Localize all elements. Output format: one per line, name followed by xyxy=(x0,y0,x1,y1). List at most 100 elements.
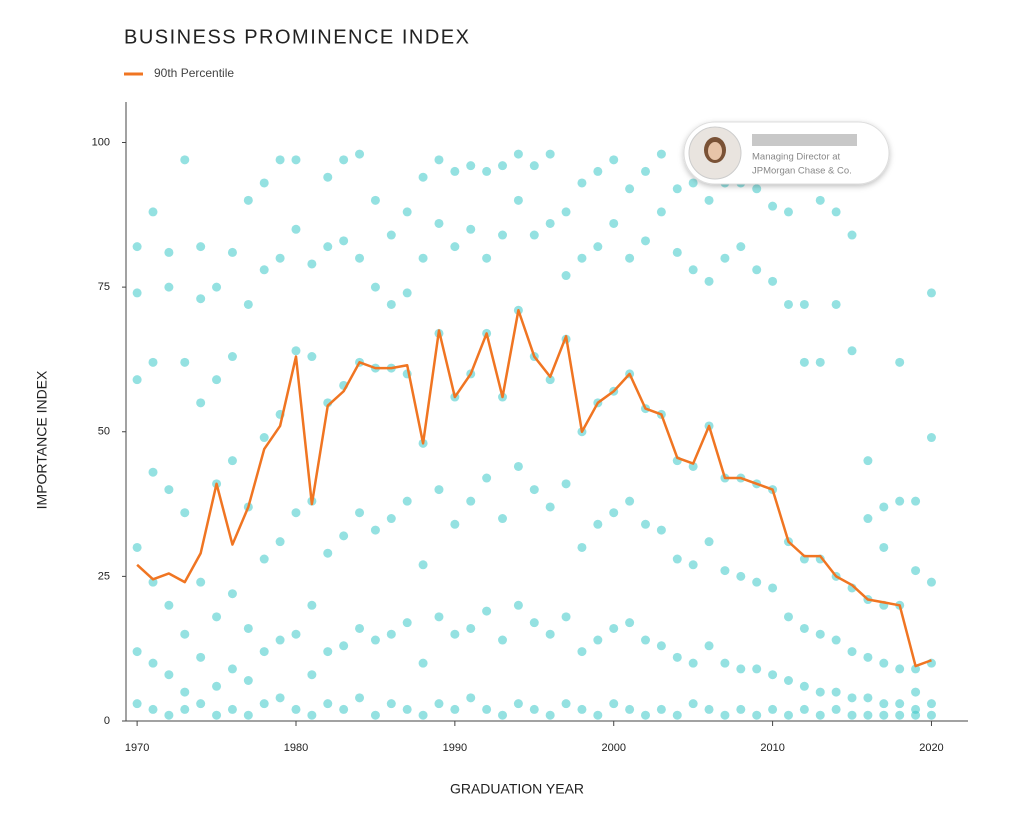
dot xyxy=(259,178,269,188)
dot xyxy=(577,542,587,552)
dot xyxy=(148,704,158,714)
dot xyxy=(577,647,587,657)
dot xyxy=(434,218,444,228)
dot xyxy=(339,531,349,541)
dot xyxy=(164,485,174,495)
dot xyxy=(545,629,555,639)
dot xyxy=(577,704,587,714)
dot xyxy=(815,710,825,720)
y-tick-label: 75 xyxy=(98,281,110,293)
dot xyxy=(513,195,523,205)
dot xyxy=(926,658,936,668)
dot xyxy=(243,623,253,633)
dot xyxy=(196,652,206,662)
dot xyxy=(879,710,889,720)
dot xyxy=(736,571,746,581)
dot xyxy=(656,207,666,217)
plot-area xyxy=(132,149,936,720)
dot xyxy=(450,629,460,639)
dot xyxy=(625,618,635,628)
dot xyxy=(307,670,317,680)
dot xyxy=(259,265,269,275)
dot xyxy=(132,375,142,385)
x-tick-label: 1990 xyxy=(443,742,467,754)
dot xyxy=(212,710,222,720)
x-tick-label: 2010 xyxy=(760,742,784,754)
dot xyxy=(593,242,603,252)
dot xyxy=(847,230,857,240)
dot xyxy=(688,178,698,188)
dot xyxy=(180,155,190,165)
dot xyxy=(355,253,365,263)
dot xyxy=(482,253,492,263)
dot xyxy=(879,658,889,668)
dot xyxy=(720,658,730,668)
dot xyxy=(688,560,698,570)
dot xyxy=(291,508,301,518)
dot xyxy=(402,618,412,628)
dot xyxy=(243,299,253,309)
dot xyxy=(577,253,587,263)
card-line: Managing Director at xyxy=(752,152,841,163)
dot xyxy=(672,710,682,720)
dot xyxy=(227,456,237,466)
profile-card: Managing Director at JPMorgan Chase & Co… xyxy=(683,121,890,185)
dot xyxy=(609,155,619,165)
dot xyxy=(529,485,539,495)
dot xyxy=(625,704,635,714)
dot xyxy=(640,166,650,176)
dot xyxy=(212,282,222,292)
dot xyxy=(227,352,237,362)
dot xyxy=(609,218,619,228)
dot xyxy=(466,693,476,703)
dot xyxy=(926,288,936,298)
dot xyxy=(688,699,698,709)
dot xyxy=(196,242,206,252)
dot xyxy=(625,253,635,263)
dot xyxy=(513,461,523,471)
dot xyxy=(593,166,603,176)
dot xyxy=(863,456,873,466)
dot xyxy=(799,681,809,691)
dot xyxy=(275,693,285,703)
dot xyxy=(688,265,698,275)
chart-title: BUSINESS PROMINENCE INDEX xyxy=(124,26,470,48)
dot xyxy=(307,259,317,269)
dot xyxy=(815,629,825,639)
dot xyxy=(148,467,158,477)
dot xyxy=(227,247,237,257)
redacted-name xyxy=(752,134,857,146)
dot xyxy=(418,710,428,720)
y-axis-label: IMPORTANCE INDEX xyxy=(34,370,50,509)
y-tick-label: 25 xyxy=(98,570,110,582)
dot xyxy=(307,710,317,720)
dot xyxy=(911,687,921,697)
dot xyxy=(863,693,873,703)
dot xyxy=(323,172,333,182)
dot xyxy=(148,207,158,217)
dot xyxy=(799,623,809,633)
dot xyxy=(291,155,301,165)
dot xyxy=(243,195,253,205)
dot xyxy=(720,253,730,263)
dot xyxy=(513,149,523,159)
dot xyxy=(911,710,921,720)
dot xyxy=(180,687,190,697)
dot xyxy=(768,670,778,680)
dot xyxy=(164,670,174,680)
dot xyxy=(704,704,714,714)
dot xyxy=(275,155,285,165)
dot xyxy=(609,623,619,633)
dot xyxy=(513,600,523,610)
dot xyxy=(148,357,158,367)
dot xyxy=(847,693,857,703)
dot xyxy=(148,658,158,668)
dot xyxy=(498,230,508,240)
dot xyxy=(847,647,857,657)
dot xyxy=(831,299,841,309)
dot xyxy=(911,496,921,506)
dot xyxy=(498,161,508,171)
dot xyxy=(640,236,650,246)
